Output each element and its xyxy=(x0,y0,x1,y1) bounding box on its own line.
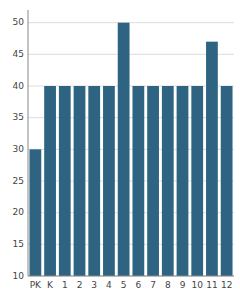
x-tick-label: 1 xyxy=(62,280,68,290)
bar xyxy=(191,86,203,276)
bar xyxy=(162,86,174,276)
x-tick-label: 12 xyxy=(221,280,232,290)
bar xyxy=(221,86,233,276)
grid-line xyxy=(28,54,234,55)
grid xyxy=(28,23,234,276)
y-tick-label: 40 xyxy=(13,81,25,91)
axes xyxy=(28,10,234,276)
chart-container: 101520253035404550PKK123456789101112 xyxy=(0,0,240,296)
y-tick-label: 20 xyxy=(13,207,25,217)
x-tick-label: PK xyxy=(30,280,42,290)
y-tick-label: 30 xyxy=(13,144,25,154)
y-tick-label: 10 xyxy=(13,271,25,281)
bars xyxy=(29,23,232,276)
y-axis-line xyxy=(28,10,29,276)
x-tick-label: 10 xyxy=(191,280,203,290)
x-tick-label: 4 xyxy=(106,280,112,290)
bar xyxy=(177,86,189,276)
x-tick-label: 11 xyxy=(206,280,217,290)
bar xyxy=(44,86,56,276)
y-ticks: 10 15 20 25 30 35 40 45 50 xyxy=(13,17,25,280)
x-tick-label: 9 xyxy=(180,280,186,290)
bar xyxy=(74,86,86,276)
y-tick-label: 15 xyxy=(13,239,24,249)
x-ticks: PKK123456789101112 xyxy=(30,280,233,290)
chart-svg: 101520253035404550PKK123456789101112 xyxy=(0,0,240,296)
x-tick-label: K xyxy=(47,280,54,290)
bar xyxy=(59,86,71,276)
x-tick-label: 7 xyxy=(150,280,156,290)
y-tick-label: 25 xyxy=(13,176,24,186)
x-tick-label: 2 xyxy=(77,280,83,290)
x-axis-line xyxy=(28,276,234,277)
bar xyxy=(88,86,100,276)
x-tick-label: 3 xyxy=(91,280,97,290)
y-tick-label: 45 xyxy=(13,49,24,59)
x-tick-label: 5 xyxy=(121,280,127,290)
bar xyxy=(103,86,115,276)
bar xyxy=(29,149,41,276)
x-tick-label: 6 xyxy=(135,280,141,290)
bar xyxy=(132,86,144,276)
x-tick-label: 8 xyxy=(165,280,171,290)
grid-line xyxy=(28,22,234,23)
bar xyxy=(206,42,218,276)
y-tick-label: 35 xyxy=(13,112,24,122)
bar xyxy=(118,23,130,276)
grid-line xyxy=(28,276,234,277)
y-tick-label: 50 xyxy=(13,17,25,27)
bar xyxy=(147,86,159,276)
